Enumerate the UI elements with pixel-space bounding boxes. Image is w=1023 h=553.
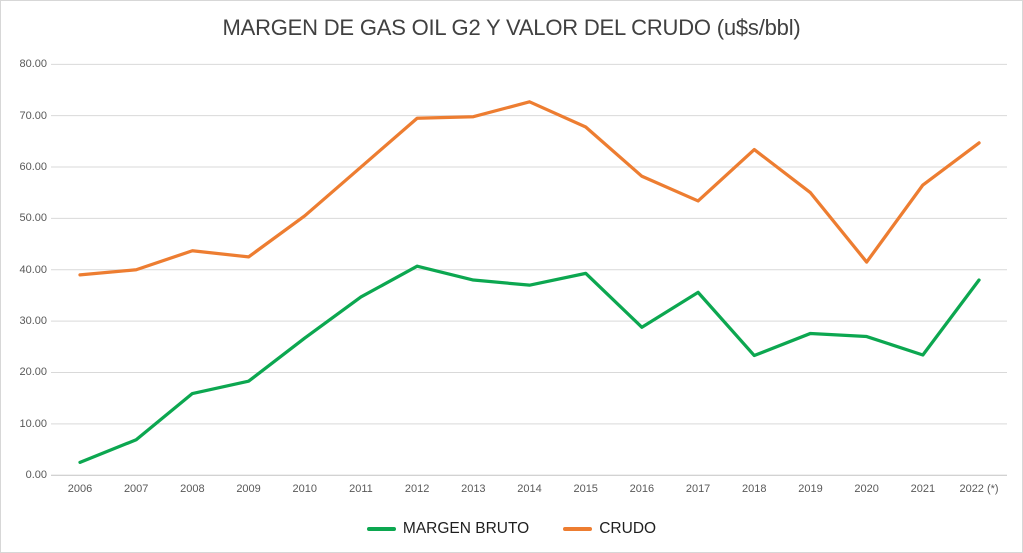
legend: MARGEN BRUTO CRUDO [1,520,1022,538]
x-axis-label: 2010 [292,483,317,495]
legend-label-crudo: CRUDO [599,520,657,537]
y-axis-label: 40.00 [19,263,47,276]
x-axis-label: 2022 (*) [959,483,999,495]
legend-swatch-margen-bruto-icon [366,527,396,531]
legend-item-margen-bruto: MARGEN BRUTO [366,520,530,538]
chart-title: MARGEN DE GAS OIL G2 Y VALOR DEL CRUDO (… [222,15,801,40]
legend-item-crudo: CRUDO [563,520,656,538]
x-axis-label: 2019 [798,483,823,495]
y-axis-label: 50.00 [19,212,47,225]
x-axis-label: 2007 [123,483,149,495]
x-axis-label: 2015 [573,483,598,495]
x-axis-label: 2011 [349,483,373,495]
y-axis-label: 10.00 [19,417,47,430]
x-axis-label: 2006 [67,483,93,495]
x-axis-label: 2018 [742,483,767,495]
legend-label-margen-bruto: MARGEN BRUTO [402,520,530,537]
x-axis-label: 2021 [910,483,936,495]
x-axis-label: 2009 [236,483,261,495]
y-axis-label: 0.00 [25,469,47,482]
series-line-crudo [78,100,981,277]
x-axis-label: 2016 [629,483,655,495]
x-axis-label: 2013 [461,483,486,495]
y-axis-label: 30.00 [19,315,47,328]
y-axis-label: 70.00 [19,109,47,122]
y-axis-label: 60.00 [19,161,47,174]
y-axis-label: 20.00 [19,366,47,379]
series-line-margen-bruto [78,264,981,464]
y-axis-label: 80.00 [19,58,47,71]
x-axis-label: 2017 [685,483,711,495]
legend-swatch-crudo-icon [563,527,593,531]
x-axis-label: 2012 [404,483,430,495]
x-axis-label: 2014 [517,483,542,495]
x-axis-label: 2008 [180,483,205,495]
x-axis-label: 2020 [854,483,879,495]
